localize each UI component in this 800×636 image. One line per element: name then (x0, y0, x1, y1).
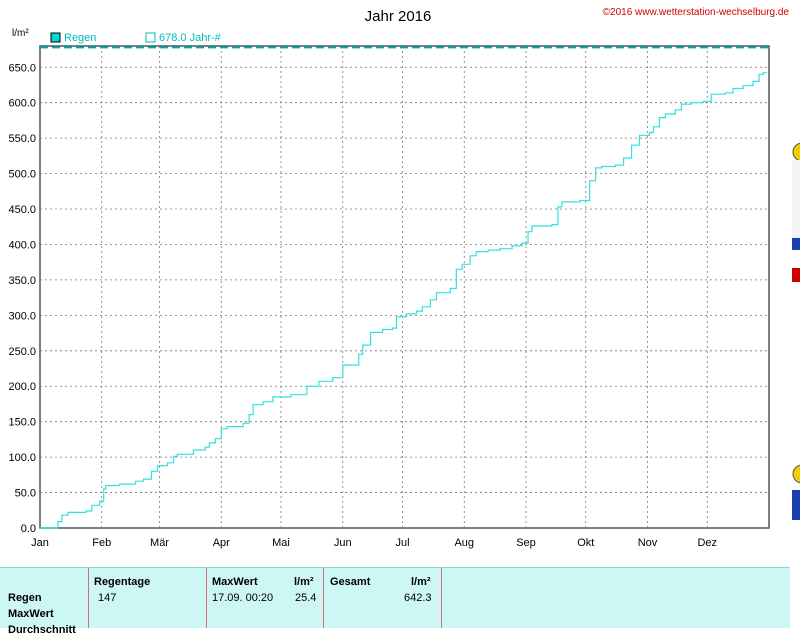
y-tick-label: 150.0 (8, 417, 36, 429)
legend: Regen 678.0 Jahr-# (50, 32, 222, 44)
y-tick-label: 50.0 (15, 488, 36, 500)
series-line-regen (40, 72, 767, 529)
stats-row-label: Durchschnitt (8, 624, 76, 636)
x-tick-label: Mär (150, 537, 169, 549)
y-tick-label: 450.0 (8, 204, 36, 216)
y-unit-label: l/m² (12, 28, 29, 39)
stats-divider (206, 568, 207, 628)
stats-row-label: MaxWert (8, 608, 54, 620)
y-tick-label: 0.0 (21, 523, 36, 535)
y-tick-label: 650.0 (8, 62, 36, 74)
x-tick-label: Apr (213, 537, 230, 549)
stats-divider (323, 568, 324, 628)
y-tick-label: 200.0 (8, 381, 36, 393)
stats-header-regentage: Regentage (94, 576, 151, 588)
y-tick-label: 350.0 (8, 275, 36, 287)
copyright-text[interactable]: ©2016 www.wetterstation-wechselburg.de (603, 7, 790, 18)
stats-header-gesamt: Gesamt (330, 576, 371, 588)
series-layer (40, 46, 769, 529)
stats-header-maxwert: MaxWert (212, 576, 258, 588)
legend-label-regen: Regen (64, 32, 96, 44)
stats-divider (441, 568, 442, 628)
stats-header-unit: l/m² (294, 576, 314, 588)
y-tick-label: 400.0 (8, 239, 36, 251)
legend-label-jahr: 678.0 Jahr-# (159, 32, 222, 44)
x-tick-label: Okt (577, 537, 594, 549)
x-tick-label: Dez (697, 537, 717, 549)
x-tick-label: Jun (334, 537, 352, 549)
legend-swatch-regen (50, 32, 61, 43)
grid (40, 46, 769, 528)
x-tick-label: Sep (516, 537, 536, 549)
legend-swatch-jahr (145, 32, 156, 43)
y-tick-label: 550.0 (8, 133, 36, 145)
x-tick-label: Feb (92, 537, 111, 549)
stats-row-label: Regen (8, 592, 42, 604)
y-tick-label: 250.0 (8, 346, 36, 358)
x-tick-label: Jan (31, 537, 49, 549)
stats-panel: Regentage MaxWert l/m² Gesamt l/m² Regen… (0, 567, 790, 636)
y-tick-label: 500.0 (8, 169, 36, 181)
x-tick-label: Jul (395, 537, 409, 549)
x-tick-label: Aug (454, 537, 474, 549)
stats-max-date: 17.09. 00:20 (212, 592, 274, 604)
x-axis: Jan Feb Mär Apr Mai Jun Jul Aug Sep Okt Nov Dez (31, 537, 717, 549)
y-axis: 0.0 50.0 100.0 150.0 200.0 250.0 300.0 350.0 400… (8, 62, 36, 535)
x-tick-label: Mai (272, 537, 290, 549)
y-tick-label: 100.0 (8, 452, 36, 464)
stats-max-value: 25.4 (295, 592, 317, 604)
y-tick-label: 300.0 (8, 310, 36, 322)
stats-divider (88, 568, 89, 628)
x-tick-label: Nov (638, 537, 658, 549)
y-tick-label: 600.0 (8, 98, 36, 110)
stats-header-unit: l/m² (411, 576, 431, 588)
stats-gesamt-value: 642.3 (404, 592, 432, 604)
neighbour-widget-edge (780, 0, 800, 627)
stats-regentage-value: 147 (98, 592, 117, 604)
chart-title: Jahr 2016 (365, 8, 432, 25)
